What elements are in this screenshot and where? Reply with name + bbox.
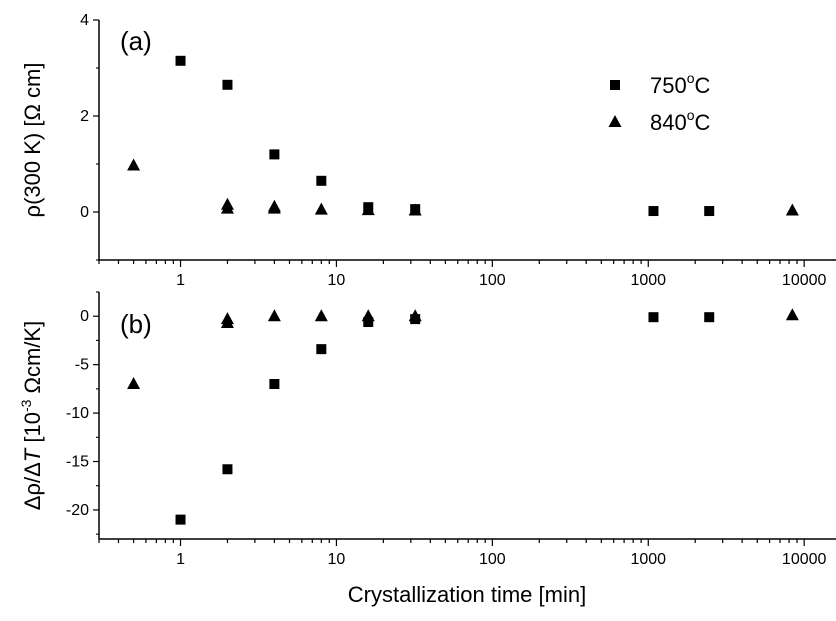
panel-label: (a) xyxy=(120,26,152,56)
data-point-square xyxy=(363,317,374,328)
series-triangle xyxy=(127,158,799,216)
x-tick-label: 1 xyxy=(176,272,185,289)
series-square xyxy=(175,312,715,525)
y-tick-label: 0 xyxy=(80,308,89,325)
legend-marker-square xyxy=(610,80,620,90)
x-tick-label: 10 xyxy=(328,272,346,289)
x-tick-label: 1 xyxy=(176,551,185,568)
x-tick-label: 1000 xyxy=(630,551,666,568)
data-point-triangle xyxy=(361,309,375,322)
panel-b: 1 10 100 1000 10000 -20 -15 -10 -5 0 Δρ/ΔT [10-3 Ω… xyxy=(18,291,836,568)
legend-label: 750oC xyxy=(650,70,711,98)
y-tick-label: -15 xyxy=(66,454,89,471)
x-tick-label: 10000 xyxy=(782,272,827,289)
panel-a: 1 10 100 1000 10000 0 2 4 ρ(300 K) [Ω cm] (a) 750o… xyxy=(20,12,836,289)
data-point-triangle xyxy=(785,308,799,321)
data-point-triangle xyxy=(127,158,141,171)
data-point-square xyxy=(222,79,233,90)
data-point-triangle xyxy=(785,203,799,216)
legend-label: 840oC xyxy=(650,107,711,135)
data-point-square xyxy=(704,206,715,217)
data-point-triangle xyxy=(408,203,422,216)
data-point-square xyxy=(269,379,280,390)
x-tick-label: 10000 xyxy=(782,551,827,568)
x-tick-label: 100 xyxy=(479,551,506,568)
data-point-square xyxy=(648,312,659,323)
y-tick-label: 0 xyxy=(80,204,89,221)
panel-label: (b) xyxy=(120,309,152,339)
series-triangle xyxy=(127,308,799,390)
legend-marker-triangle xyxy=(608,115,622,127)
x-tick-label: 100 xyxy=(479,272,506,289)
data-point-triangle xyxy=(220,201,234,214)
y-tick-label: -5 xyxy=(75,357,89,374)
data-point-triangle xyxy=(314,202,328,215)
data-point-triangle xyxy=(408,309,422,322)
x-tick-label: 10 xyxy=(328,551,346,568)
y-tick-label: 4 xyxy=(80,12,89,29)
y-axis-title: ρ(300 K) [Ω cm] xyxy=(20,63,45,218)
data-point-triangle xyxy=(267,309,281,322)
data-point-square xyxy=(316,175,327,186)
y-tick-label: -20 xyxy=(66,502,89,519)
data-point-square xyxy=(175,55,186,66)
data-point-square xyxy=(175,514,186,525)
data-point-triangle xyxy=(314,309,328,322)
data-point-triangle xyxy=(361,203,375,216)
data-point-square xyxy=(316,344,327,355)
legend: 750oC 840oC xyxy=(608,70,711,135)
data-point-square xyxy=(648,206,659,217)
data-point-triangle xyxy=(220,315,234,328)
y-tick-label: -10 xyxy=(66,405,89,422)
series-square xyxy=(175,55,715,217)
data-point-triangle xyxy=(127,377,141,390)
data-point-square xyxy=(704,312,715,323)
data-point-triangle xyxy=(267,201,281,214)
y-tick-label: 2 xyxy=(80,108,89,125)
x-tick-label: 1000 xyxy=(630,272,666,289)
data-point-square xyxy=(222,464,233,475)
data-point-square xyxy=(269,149,280,160)
x-axis-title: Crystallization time [min] xyxy=(348,582,586,607)
y-axis-title: Δρ/ΔT [10-3 Ωcm/K] xyxy=(18,321,45,510)
